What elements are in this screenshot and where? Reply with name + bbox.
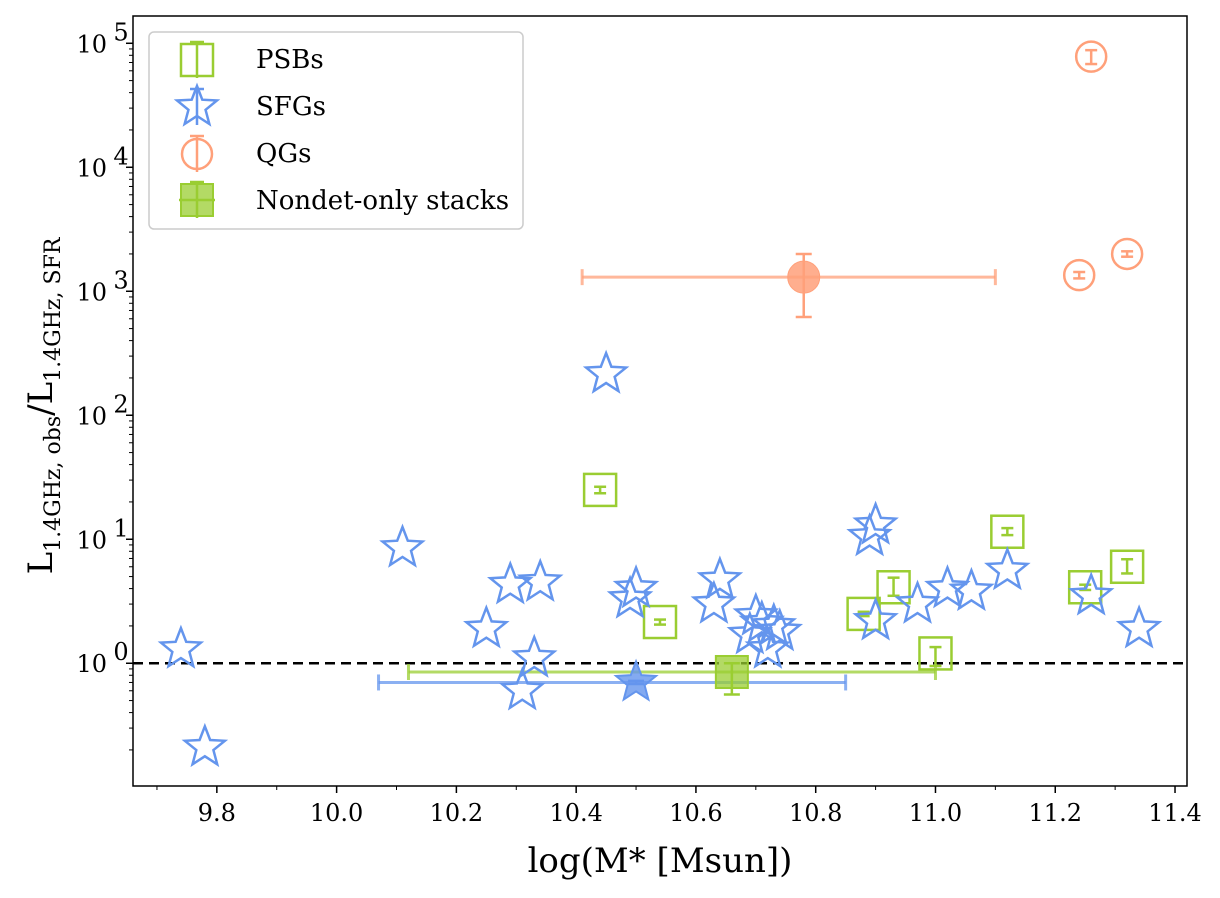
- stack-point: [714, 654, 749, 689]
- sfgs-point: [510, 633, 558, 678]
- marks-layer: [133, 40, 1187, 768]
- legend-stacks-marker: [179, 180, 215, 218]
- sfgs-point: [463, 604, 510, 649]
- sfgs-point: [696, 555, 744, 600]
- sfgs-point: [487, 560, 534, 605]
- legend-qgs-label: QGs: [256, 139, 311, 169]
- legend-qgs-marker: [180, 134, 214, 172]
- sfgs-point: [852, 596, 899, 641]
- sfgs-point: [498, 666, 546, 711]
- stack-point: [613, 658, 659, 702]
- sfgs-point: [750, 601, 798, 646]
- x-tick-label: 10.0: [310, 799, 363, 827]
- x-tick-label: 11.0: [909, 799, 962, 827]
- y-label-num-sub: 1.4GHz, obs: [41, 416, 66, 552]
- sfgs-point: [852, 500, 899, 545]
- y-axis-label: L1.4GHz, obs/L1.4GHz, SFR: [21, 236, 66, 574]
- y-tick-exponent: 1: [113, 514, 128, 542]
- sfgs-point: [1115, 604, 1163, 649]
- sfgs-point: [756, 607, 804, 652]
- y-tick-exponent: 0: [113, 638, 128, 666]
- y-tick-label: 10: [76, 278, 107, 306]
- sfgs-point: [984, 546, 1031, 591]
- sfgs-point: [157, 624, 205, 669]
- y-tick-label: 10: [76, 526, 107, 554]
- plot-frame: [132, 15, 1188, 787]
- psbs-point: [846, 596, 881, 632]
- y-tick-exponent: 5: [113, 18, 128, 46]
- y-label-sep: /L: [21, 382, 61, 416]
- x-tick-label: 11.2: [1029, 799, 1082, 827]
- qgs-point: [1110, 237, 1144, 271]
- x-tick-label: 10.8: [789, 799, 842, 827]
- legend: PSBs SFGs QGs Nondet-only stacks: [148, 31, 524, 230]
- sfgs-point: [582, 349, 630, 394]
- psbs-point: [876, 570, 911, 605]
- legend-sfgs-label: SFGs: [256, 92, 326, 122]
- psbs-point: [1067, 570, 1103, 605]
- psbs-point: [918, 636, 953, 671]
- sfgs-point: [894, 579, 941, 624]
- legend-sfgs-marker: [173, 82, 221, 127]
- ticks-layer: 9.8 10.0 10.2 10.4 10.6 10.8 11.0 11.2 11.410 010…: [76, 18, 1201, 827]
- sfgs-point: [181, 722, 229, 768]
- legend-stacks-label: Nondet-only stacks: [256, 186, 509, 216]
- y-tick-exponent: 2: [113, 390, 128, 418]
- sfgs-point: [924, 564, 971, 609]
- y-tick-exponent: 4: [113, 142, 128, 170]
- psbs-point: [1109, 549, 1145, 585]
- y-tick-label: 10: [76, 402, 107, 430]
- x-tick-label: 11.4: [1148, 799, 1201, 827]
- sfgs-point: [1067, 571, 1115, 616]
- y-tick-label: 10: [76, 30, 107, 58]
- qgs-point: [1074, 40, 1108, 73]
- svg-text:L1.4GHz, obs/L1.4GHz, SFR: L1.4GHz, obs/L1.4GHz, SFR: [21, 236, 66, 574]
- sfgs-point: [379, 523, 426, 568]
- y-label-main: L: [21, 552, 61, 575]
- sfgs-point: [612, 564, 660, 609]
- x-axis-label: log(M* [Msun]): [528, 841, 793, 881]
- legend-psbs-label: PSBs: [256, 45, 324, 75]
- sfgs-point: [690, 579, 738, 624]
- y-tick-label: 10: [76, 650, 107, 678]
- y-tick-label: 10: [76, 154, 107, 182]
- sfgs-point: [516, 557, 564, 603]
- psbs-point: [582, 472, 618, 508]
- legend-frame: [148, 31, 524, 230]
- x-tick-label: 10.4: [549, 799, 602, 827]
- legend-psbs-marker: [179, 40, 215, 78]
- y-label-den-sub: 1.4GHz, SFR: [41, 236, 66, 382]
- x-tick-label: 9.8: [198, 799, 236, 827]
- stack-point: [787, 260, 821, 294]
- psbs-point: [642, 604, 678, 640]
- x-tick-label: 10.2: [430, 799, 483, 827]
- y-tick-exponent: 3: [113, 266, 128, 294]
- x-tick-label: 10.6: [669, 799, 722, 827]
- sfgs-point: [948, 566, 995, 612]
- qgs-point: [1062, 258, 1096, 292]
